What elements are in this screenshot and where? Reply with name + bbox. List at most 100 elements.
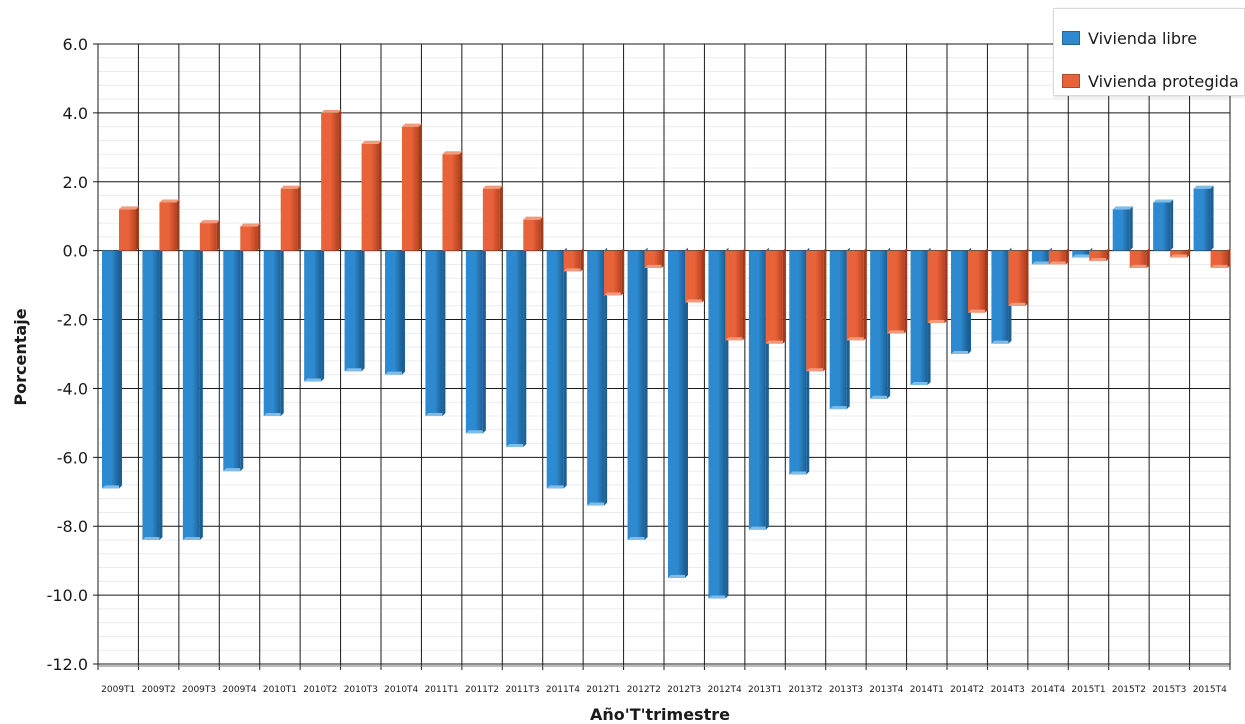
bar-face xyxy=(1008,250,1026,306)
x-tick-label: 2014T4 xyxy=(1031,685,1065,695)
bar-face xyxy=(442,154,460,251)
bar-cap xyxy=(523,216,544,220)
bar-cap xyxy=(321,109,342,113)
bar-vivienda-libre xyxy=(182,247,203,540)
bar-cap xyxy=(887,330,908,334)
bar-vivienda-libre xyxy=(223,247,244,472)
bar-face xyxy=(1170,250,1188,258)
bar-cap xyxy=(685,299,705,303)
bar-face xyxy=(223,250,241,472)
bar-side xyxy=(240,247,244,472)
x-tick-label: 2010T1 xyxy=(263,685,297,695)
bar-vivienda-protegida xyxy=(1129,247,1150,268)
x-tick-label: 2010T3 xyxy=(344,685,378,695)
bar-side xyxy=(442,247,446,416)
bar-vivienda-libre xyxy=(1193,185,1214,251)
bar-face xyxy=(321,112,339,251)
bar-vivienda-protegida xyxy=(1008,247,1029,306)
bar-face xyxy=(523,219,541,251)
bar-face xyxy=(182,250,200,540)
bar-side xyxy=(459,151,463,251)
bar-face xyxy=(644,250,662,268)
bar-face xyxy=(425,250,443,416)
bar-side xyxy=(863,247,867,341)
bar-side xyxy=(1146,247,1150,268)
bar-side xyxy=(1106,247,1110,261)
bar-cap xyxy=(846,337,867,341)
y-axis-title: Porcentaje xyxy=(11,308,30,405)
bar-cap xyxy=(748,526,769,530)
bar-face xyxy=(506,250,524,447)
bar-face xyxy=(1072,250,1090,258)
y-tick-label: 2.0 xyxy=(63,173,88,192)
bar-cap xyxy=(587,502,608,506)
bar-face xyxy=(1089,250,1107,261)
bar-side xyxy=(823,247,827,372)
bar-cap xyxy=(627,537,648,540)
bar-face xyxy=(951,250,968,354)
bar-vivienda-protegida xyxy=(604,247,625,296)
bar-vivienda-protegida xyxy=(199,220,220,251)
x-tick-label: 2009T3 xyxy=(182,685,216,695)
bar-cap xyxy=(361,140,382,144)
bar-cap xyxy=(1048,261,1069,265)
bar-face xyxy=(604,250,622,296)
bar-face xyxy=(887,250,905,334)
bar-face xyxy=(765,250,783,344)
bar-vivienda-libre xyxy=(304,247,325,382)
y-tick-label: -8.0 xyxy=(57,517,88,536)
bar-face xyxy=(627,250,645,540)
bar-vivienda-protegida xyxy=(240,223,261,251)
bar-face xyxy=(846,250,864,341)
bar-cap xyxy=(119,206,139,210)
x-tick-label: 2012T3 xyxy=(667,685,701,695)
bar-cap xyxy=(304,378,325,382)
bar-face xyxy=(927,250,945,323)
bar-face xyxy=(685,250,702,303)
bar-side xyxy=(280,247,284,416)
bar-face xyxy=(829,250,847,410)
bar-cap xyxy=(425,413,446,416)
bar-side xyxy=(985,247,988,313)
x-tick-label: 2009T1 xyxy=(101,685,135,695)
bar-face xyxy=(142,250,160,540)
bar-vivienda-protegida xyxy=(442,151,463,251)
bar-cap xyxy=(870,395,891,399)
bar-vivienda-libre xyxy=(102,247,122,489)
y-tick-label: 4.0 xyxy=(63,104,88,123)
bar-face xyxy=(1031,250,1049,265)
y-tick-label: 6.0 xyxy=(63,35,88,54)
legend-item-vivienda-libre: Vivienda libre xyxy=(1062,23,1197,53)
bar-vivienda-libre xyxy=(668,247,688,578)
bar-cap xyxy=(1129,264,1150,268)
bar-vivienda-protegida xyxy=(1170,247,1191,258)
bar-face xyxy=(402,126,419,251)
x-tick-label: 2014T1 xyxy=(910,685,944,695)
bar-side xyxy=(378,140,382,251)
bar-face xyxy=(587,250,605,506)
bar-cap xyxy=(1170,254,1191,258)
bar-side xyxy=(782,247,786,344)
bar-cap xyxy=(708,595,729,599)
bar-cap xyxy=(604,292,625,296)
x-tick-label: 2013T3 xyxy=(829,685,863,695)
bar-face xyxy=(968,250,985,313)
bar-vivienda-libre xyxy=(142,247,163,540)
bar-cap xyxy=(442,151,463,155)
bar-vivienda-protegida xyxy=(523,216,544,251)
x-tick-label: 2011T3 xyxy=(505,685,539,695)
bar-side xyxy=(604,247,608,506)
bar-vivienda-libre xyxy=(627,247,648,540)
bar-cap xyxy=(1153,199,1174,203)
bar-vivienda-protegida xyxy=(765,247,786,344)
bar-face xyxy=(482,188,500,251)
x-tick-label: 2014T2 xyxy=(950,685,984,695)
x-tick-label: 2010T2 xyxy=(303,685,337,695)
bar-cap xyxy=(1210,264,1231,268)
bar-face xyxy=(1153,202,1171,251)
bar-vivienda-libre xyxy=(263,247,284,416)
x-tick-label: 2012T4 xyxy=(708,685,742,695)
bar-side xyxy=(321,247,325,382)
bar-face xyxy=(385,250,402,375)
bar-side xyxy=(1170,199,1174,251)
